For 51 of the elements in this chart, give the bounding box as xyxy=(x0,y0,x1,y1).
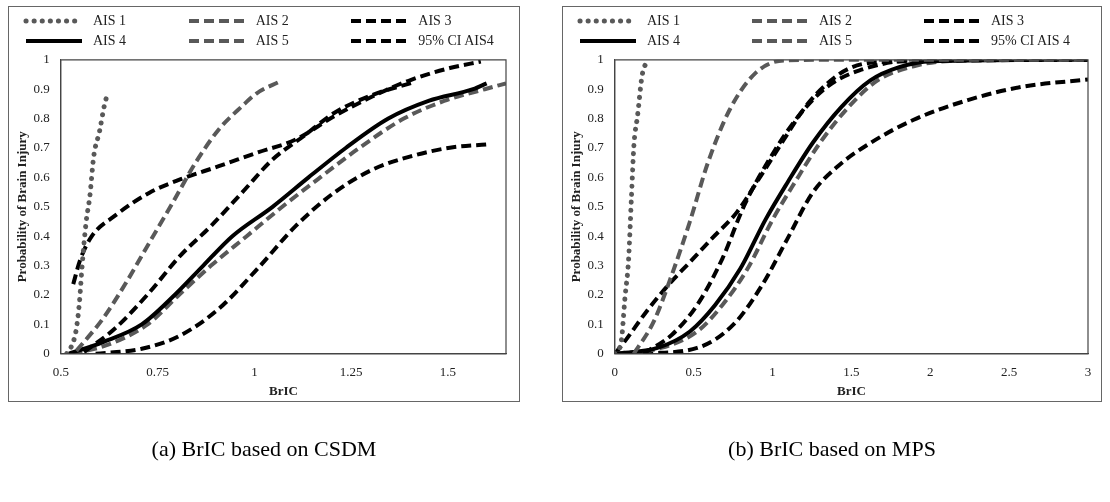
legend-label: AIS 1 xyxy=(647,13,681,29)
y-tick-label: 0.2 xyxy=(587,286,604,302)
y-tick-label: 0.1 xyxy=(33,315,50,331)
y-tick-label: 0.5 xyxy=(587,198,604,214)
x-tick-label: 1.25 xyxy=(339,364,363,380)
x-axis-title: BrIC xyxy=(836,382,866,398)
x-axis-title: BrIC xyxy=(268,382,298,398)
x-tick-label: 3 xyxy=(1084,364,1092,380)
legend-label: AIS 4 xyxy=(647,33,681,49)
x-tick-label: 1.5 xyxy=(439,364,457,380)
legend-label: 95% CI AIS4 xyxy=(418,33,494,49)
legend-label: AIS 5 xyxy=(819,33,853,49)
y-tick-label: 0.6 xyxy=(587,168,605,184)
y-tick-label: 0.7 xyxy=(587,139,605,155)
y-tick-label: 0.2 xyxy=(33,286,50,302)
y-axis-title: Probability of Brain Injury xyxy=(568,130,584,283)
x-tick-label: 1.5 xyxy=(843,364,860,380)
legend-label: AIS 2 xyxy=(819,13,853,29)
legend-label: AIS 1 xyxy=(93,13,127,29)
x-tick-label: 2 xyxy=(927,364,934,380)
x-tick-label: 0.5 xyxy=(685,364,702,380)
y-tick-label: 0.6 xyxy=(33,168,51,184)
y-tick-label: 0.9 xyxy=(33,80,50,96)
x-tick-label: 1 xyxy=(251,364,258,380)
y-tick-label: 0.3 xyxy=(33,257,50,273)
y-tick-label: 0.4 xyxy=(587,227,605,243)
x-tick-label: 1 xyxy=(769,364,776,380)
text: (a) BrIC based on CSDM xyxy=(150,436,378,462)
y-tick-label: 0 xyxy=(43,345,50,361)
y-tick-label: 0.3 xyxy=(587,257,604,273)
legend-label: AIS 2 xyxy=(255,13,289,29)
legend-label: 95% CI AIS 4 xyxy=(991,33,1070,49)
y-tick-label: 0.8 xyxy=(587,110,604,126)
y-tick-label: 0.9 xyxy=(587,80,604,96)
text: (b) BrIC based on MPS xyxy=(727,436,937,462)
legend-label: AIS 5 xyxy=(255,33,289,49)
y-tick-label: 0 xyxy=(597,345,604,361)
y-tick-label: 0.1 xyxy=(587,315,604,331)
legend-label: AIS 4 xyxy=(93,33,127,49)
y-tick-label: 0.5 xyxy=(33,198,50,214)
legend-label: AIS 3 xyxy=(418,13,452,29)
legend-label: AIS 3 xyxy=(991,13,1025,29)
y-tick-label: 1 xyxy=(43,51,50,67)
y-tick-label: 0.8 xyxy=(33,110,50,126)
x-tick-label: 0.75 xyxy=(146,364,169,380)
x-tick-label: 2.5 xyxy=(1001,364,1018,380)
y-tick-label: 0.4 xyxy=(33,227,51,243)
y-tick-label: 0.7 xyxy=(33,139,51,155)
y-axis-title: Probability of Brain Injury xyxy=(14,130,30,283)
y-tick-label: 1 xyxy=(597,51,604,67)
x-tick-label: 0 xyxy=(611,364,619,380)
